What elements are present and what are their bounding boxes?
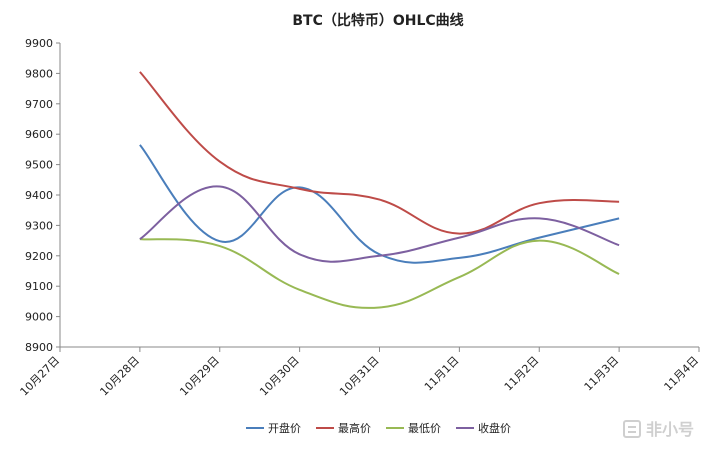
axes: 8900 9000 9100 9200 9300 9400 9500 9600 9700 9800… xyxy=(18,37,702,398)
x-tick-label: 11月4日 xyxy=(662,354,702,394)
y-tick-label: 9400 xyxy=(25,189,53,202)
x-tick-label: 11月1日 xyxy=(422,354,462,394)
series-line-1 xyxy=(139,144,620,264)
feixiaohao-logo-icon xyxy=(623,420,641,438)
x-tick-label: 10月30日 xyxy=(257,354,302,399)
chart-title: BTC（比特币）OHLC曲线 xyxy=(292,12,463,29)
x-tick-label: 10月27日 xyxy=(18,354,63,399)
y-tick-label: 9100 xyxy=(25,280,53,293)
y-tick-label: 9000 xyxy=(25,311,53,324)
legend-label-3: 最低价 xyxy=(408,422,441,435)
y-tick-label: 9900 xyxy=(25,37,53,50)
legend-label-4: 收盘价 xyxy=(478,421,511,435)
y-tick-label: 9600 xyxy=(25,128,53,141)
series-line-2 xyxy=(139,71,620,235)
x-tick-label: 11月3日 xyxy=(582,354,622,394)
legend-label-1: 开盘价 xyxy=(268,421,301,435)
series-lines xyxy=(139,71,620,309)
series-line-4 xyxy=(139,185,620,263)
y-tick-label: 9500 xyxy=(25,159,53,172)
legend-label-2: 最高价 xyxy=(338,421,371,435)
x-tick-label: 11月2日 xyxy=(502,354,542,394)
watermark: 非小号 xyxy=(623,420,694,439)
y-tick-label: 8900 xyxy=(25,341,53,354)
watermark-text: 非小号 xyxy=(646,420,694,439)
series-line-3 xyxy=(139,238,620,309)
y-tick-label: 9300 xyxy=(25,219,53,232)
x-tick-label: 10月28日 xyxy=(97,354,142,399)
legend: 开盘价 最高价 最低价 收盘价 xyxy=(246,421,511,435)
y-tick-label: 9200 xyxy=(25,250,53,263)
x-tick-label: 10月31日 xyxy=(337,354,382,399)
y-tick-label: 9700 xyxy=(25,98,53,111)
y-tick-label: 9800 xyxy=(25,67,53,80)
x-tick-label: 10月29日 xyxy=(177,354,222,399)
